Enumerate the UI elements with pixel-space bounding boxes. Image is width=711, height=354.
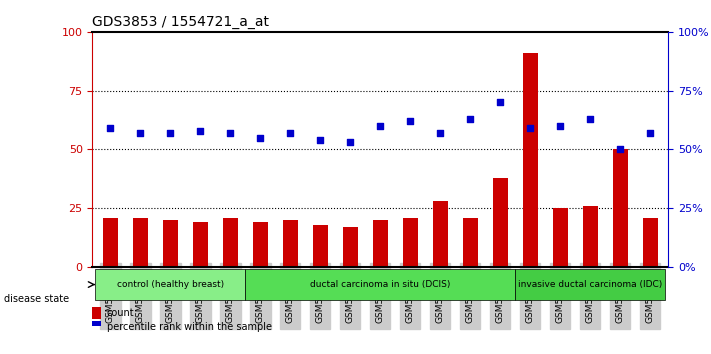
Bar — [193, 222, 208, 267]
Point — [345, 139, 356, 145]
Bar — [373, 220, 388, 267]
Point — [375, 123, 386, 129]
FancyBboxPatch shape — [515, 269, 665, 301]
Point — [165, 130, 176, 136]
Bar — [253, 222, 268, 267]
Bar — [523, 53, 538, 267]
Bar — [283, 220, 298, 267]
Point — [315, 137, 326, 143]
Point — [225, 130, 236, 136]
Point — [645, 130, 656, 136]
Bar — [343, 227, 358, 267]
Point — [405, 118, 416, 124]
Bar — [313, 224, 328, 267]
Point — [495, 99, 506, 105]
Point — [284, 130, 296, 136]
Bar — [223, 218, 238, 267]
Bar — [163, 220, 178, 267]
Bar — [133, 218, 148, 267]
Point — [525, 125, 536, 131]
Text: GDS3853 / 1554721_a_at: GDS3853 / 1554721_a_at — [92, 16, 269, 29]
Point — [555, 123, 566, 129]
Bar — [613, 149, 628, 267]
Point — [434, 130, 446, 136]
Text: disease state: disease state — [4, 294, 69, 304]
Text: ductal carcinoma in situ (DCIS): ductal carcinoma in situ (DCIS) — [310, 280, 451, 289]
Bar — [92, 307, 101, 319]
Bar — [493, 178, 508, 267]
Point — [465, 116, 476, 122]
Bar — [103, 218, 118, 267]
Point — [255, 135, 266, 141]
Point — [134, 130, 146, 136]
FancyBboxPatch shape — [95, 269, 245, 301]
Bar — [583, 206, 598, 267]
Bar — [433, 201, 448, 267]
Bar — [553, 208, 568, 267]
Point — [614, 147, 626, 152]
Bar — [643, 218, 658, 267]
Text: invasive ductal carcinoma (IDC): invasive ductal carcinoma (IDC) — [518, 280, 663, 289]
Text: count: count — [107, 308, 134, 318]
Bar — [92, 321, 101, 333]
FancyBboxPatch shape — [245, 269, 515, 301]
Point — [105, 125, 116, 131]
Text: control (healthy breast): control (healthy breast) — [117, 280, 224, 289]
Bar — [463, 218, 478, 267]
Point — [584, 116, 596, 122]
Bar — [403, 218, 418, 267]
Point — [195, 128, 206, 133]
Text: percentile rank within the sample: percentile rank within the sample — [107, 322, 272, 332]
